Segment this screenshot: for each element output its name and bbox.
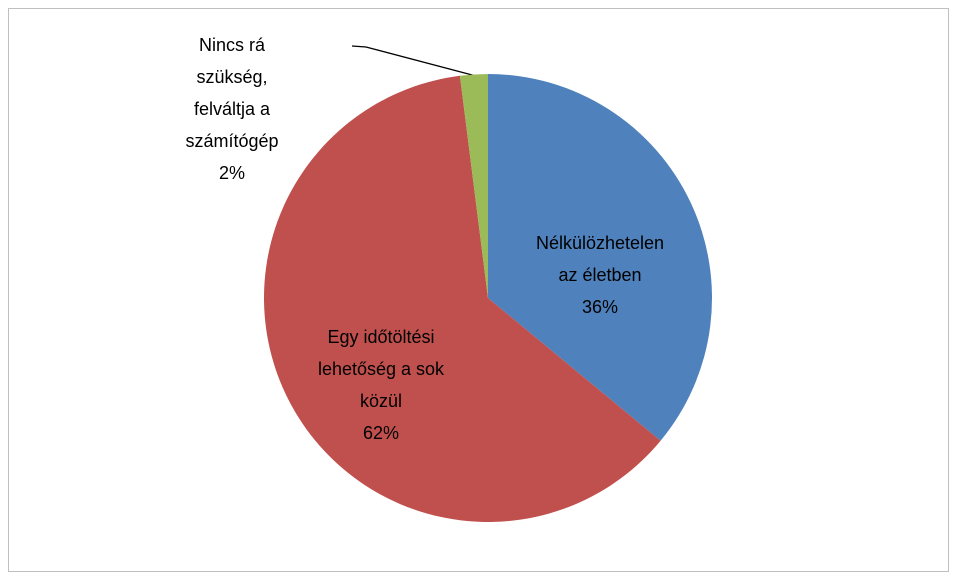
pie-slice [459, 74, 488, 298]
slice-percent: 2% [218, 163, 245, 183]
data-label: Nincs rá szükség, felváltja a számítógép… [166, 29, 298, 189]
pie-slice [488, 74, 712, 441]
slice-percent: 36% [581, 297, 619, 317]
slice-name: Nélkülözhetelen az életben [535, 233, 665, 285]
slice-percent: 62% [362, 423, 400, 443]
data-label: Nélkülözhetelen az életben 36% [530, 227, 670, 323]
pie-slice [264, 75, 661, 522]
slice-name: Nincs rá szükség, felváltja a számítógép [185, 35, 279, 151]
data-label: Egy időtöltési lehetőség a sok közül 62% [296, 321, 466, 449]
leader-line [351, 45, 477, 77]
slice-name: Egy időtöltési lehetőség a sok közül [317, 327, 445, 411]
